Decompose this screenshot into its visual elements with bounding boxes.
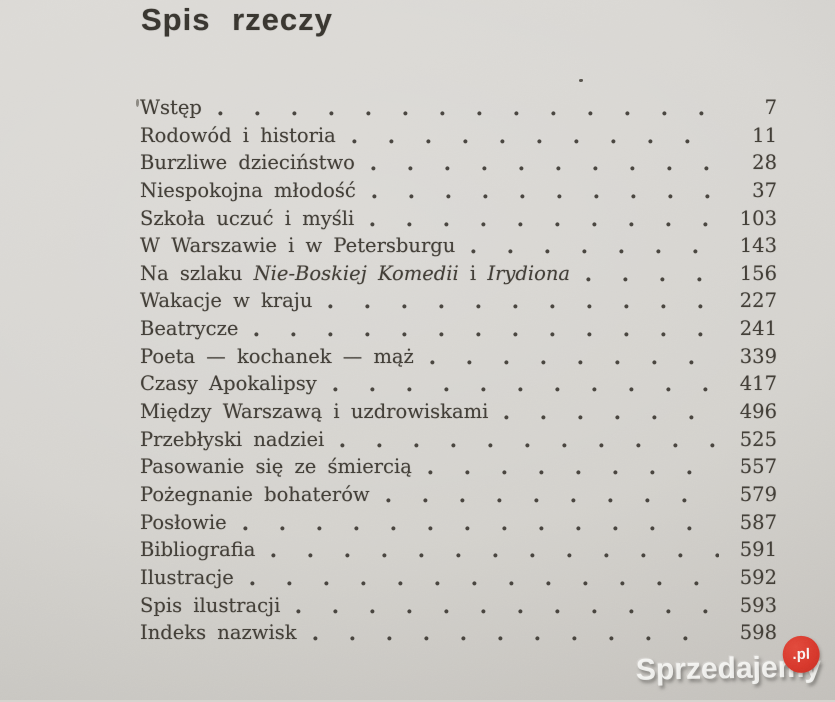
dot-leader [419, 342, 719, 371]
dot-leader [207, 94, 719, 122]
dot-leader [286, 591, 719, 620]
dot-leader [361, 176, 719, 205]
watermark-suffix: .pl [792, 645, 811, 664]
toc-entry: Między Warszawą i uzdrowiskami 496 [140, 398, 777, 426]
toc-entry-page-number: 143 [739, 234, 777, 258]
toc-entry: Na szlaku Nie-Boskiej Komedii i Irydiona… [140, 259, 777, 288]
page-title: Spis rzeczy [141, 2, 333, 37]
dot-leader [322, 370, 719, 399]
toc-entry-label: Pasowanie się ze śmiercią [140, 455, 412, 479]
toc-entry-label: Pożegnanie bohaterów [140, 482, 370, 506]
watermark-pl-badge: .pl [782, 635, 821, 674]
table-of-contents: Wstęp 7 Rodowód i historia 11 Burzliwe dziec… [140, 94, 777, 647]
toc-entry-page-number: 103 [739, 206, 777, 230]
toc-entry: Rodowód i historia 11 [140, 121, 777, 150]
toc-entry-page-number: 37 [752, 178, 777, 202]
dot-leader [417, 453, 719, 481]
toc-entry: Szkoła uczuć i myśli 103 [140, 204, 777, 233]
toc-entry-label: Poeta — kochanek — mąż [140, 344, 414, 368]
toc-entry-page-number: 598 [739, 621, 777, 645]
toc-entry-label: W Warszawie i w Petersburgu [140, 234, 456, 258]
toc-entry-label: Czasy Apokalipsy [140, 372, 317, 396]
dot-leader [261, 536, 719, 564]
toc-entry-label: Bibliografia [140, 538, 256, 562]
toc-entry-page-number: 339 [739, 344, 777, 368]
toc-entry-page-number: 227 [739, 289, 777, 313]
toc-entry-label: Przebłyski nadziei [140, 427, 325, 451]
toc-entry-page-number: 417 [739, 372, 777, 396]
dot-leader [318, 287, 719, 316]
toc-entry-page-number: 557 [739, 455, 777, 479]
toc-entry-page-number: 241 [739, 317, 777, 341]
toc-entry: Ilustracje 592 [140, 563, 777, 592]
toc-entry-label: Niespokojna młodość [140, 178, 356, 202]
dot-leader [239, 563, 719, 592]
toc-entry-page-number: 7 [764, 96, 777, 119]
toc-entry: Przebłyski nadziei 525 [140, 425, 777, 454]
dot-leader [576, 259, 719, 288]
toc-entry-label: Między Warszawą i uzdrowiskami [140, 400, 489, 424]
toc-entry: Pożegnanie bohaterów 579 [140, 480, 777, 509]
ink-speck [579, 79, 583, 82]
toc-entry: Posłowie 587 [140, 508, 777, 537]
ink-speck [136, 99, 139, 107]
toc-entry: Bibliografia 591 [140, 536, 777, 564]
dot-leader [360, 204, 719, 233]
dot-leader [375, 480, 719, 509]
dot-leader [232, 508, 719, 537]
toc-entry: Wakacje w kraju 227 [140, 287, 777, 316]
dot-leader [494, 398, 719, 426]
toc-entry-label: Posłowie [140, 510, 227, 534]
toc-entry-label: Burzliwe dzieciństwo [140, 151, 355, 175]
toc-entry-label: Rodowód i historia [140, 123, 336, 147]
toc-entry: Spis ilustracji 593 [140, 591, 777, 620]
toc-entry-page-number: 156 [739, 261, 777, 285]
toc-entry-label-italic: Nie-Boskiej Komedii [253, 261, 459, 285]
watermark-text: Sprzedajemy [635, 650, 822, 687]
toc-entry-label-italic: Irydiona [487, 261, 571, 285]
dot-leader [302, 619, 719, 647]
dot-leader [461, 232, 719, 260]
toc-entry-page-number: 587 [739, 510, 777, 534]
toc-entry-page-number: 592 [739, 565, 777, 589]
toc-entry-page-number: 591 [739, 538, 777, 562]
toc-entry-page-number: 28 [752, 151, 777, 175]
dot-leader [330, 425, 719, 454]
toc-entry: Wstęp 7 [140, 94, 777, 122]
toc-entry-page-number: 525 [739, 427, 777, 451]
toc-entry-label-text: Na szlaku [140, 261, 254, 285]
toc-entry-page-number: 579 [739, 482, 777, 506]
toc-entry: Beatrycze 241 [140, 315, 777, 343]
toc-entry: Pasowanie się ze śmiercią 557 [140, 453, 777, 481]
toc-entry-page-number: 496 [739, 400, 777, 424]
dot-leader [244, 315, 719, 343]
toc-entry-label: Indeks nazwisk [140, 621, 297, 645]
toc-entry: Poeta — kochanek — mąż 339 [140, 342, 777, 371]
dot-leader [360, 149, 719, 177]
toc-entry: W Warszawie i w Petersburgu 143 [140, 232, 777, 260]
toc-entry-label: Ilustracje [140, 565, 234, 589]
toc-entry-label: Na szlaku Nie-Boskiej Komedii i Irydiona [140, 260, 570, 288]
toc-entry: Burzliwe dzieciństwo 28 [140, 149, 777, 177]
toc-entry-page-number: 11 [752, 123, 777, 147]
toc-entry: Czasy Apokalipsy 417 [140, 370, 777, 399]
toc-entry: Niespokojna młodość 37 [140, 176, 777, 205]
toc-entry-label: Wstęp [140, 96, 202, 119]
dot-leader [341, 121, 719, 150]
toc-entry-label-text: i [458, 261, 488, 285]
toc-entry-label: Wakacje w kraju [140, 289, 313, 313]
toc-entry-label: Spis ilustracji [140, 593, 281, 617]
watermark: Sprzedajemy .pl [635, 635, 835, 701]
toc-entry-label: Beatrycze [140, 317, 239, 341]
toc-entry: Indeks nazwisk 598 [140, 619, 777, 647]
toc-entry-label: Szkoła uczuć i myśli [140, 206, 355, 230]
toc-entry-page-number: 593 [739, 593, 777, 617]
